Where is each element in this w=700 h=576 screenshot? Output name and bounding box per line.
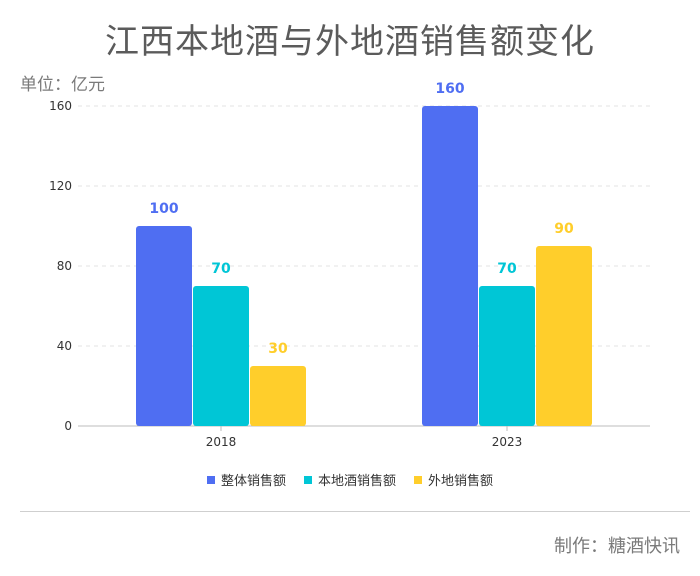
unit-label: 单位：亿元 (20, 75, 105, 95)
bar (479, 286, 535, 426)
legend-swatch-outside (414, 475, 422, 484)
legend-item-total: 整体销售额 (206, 470, 286, 489)
chart-title: 江西本地酒与外地酒销售额变化 (105, 22, 595, 62)
data-label: 90 (554, 221, 574, 237)
bar (422, 106, 478, 426)
legend: 整体销售额 本地酒销售额 外地销售额 (0, 470, 700, 489)
bar (193, 286, 249, 426)
data-label: 70 (497, 261, 517, 277)
legend-label-local: 本地酒销售额 (317, 474, 396, 489)
legend-swatch-local (303, 475, 312, 484)
y-tick-label: 160 (49, 99, 72, 113)
data-label: 160 (435, 81, 464, 97)
legend-label-outside: 外地销售额 (428, 474, 494, 489)
legend-item-local: 本地酒销售额 (303, 470, 396, 489)
bar (250, 366, 306, 426)
x-tick-label: 2018 (206, 435, 237, 449)
footer-divider (20, 511, 690, 512)
legend-swatch-total (206, 475, 215, 484)
data-label: 30 (268, 341, 288, 357)
bar (136, 226, 192, 426)
y-tick-label: 40 (57, 339, 72, 353)
bar (536, 246, 592, 426)
footer-credit: 制作：糖酒快讯 (554, 536, 680, 557)
y-tick-label: 120 (49, 179, 72, 193)
bar-chart: 0 40 80 120 160 2018 100 70 30 2023 160 70 90 (49, 81, 650, 449)
y-tick-label: 80 (57, 259, 72, 273)
y-tick-label: 0 (64, 419, 72, 433)
x-tick-label: 2023 (492, 435, 523, 449)
legend-item-outside: 外地销售额 (414, 470, 493, 489)
legend-label-total: 整体销售额 (220, 474, 286, 489)
data-label: 70 (211, 261, 231, 277)
data-label: 100 (149, 201, 178, 217)
